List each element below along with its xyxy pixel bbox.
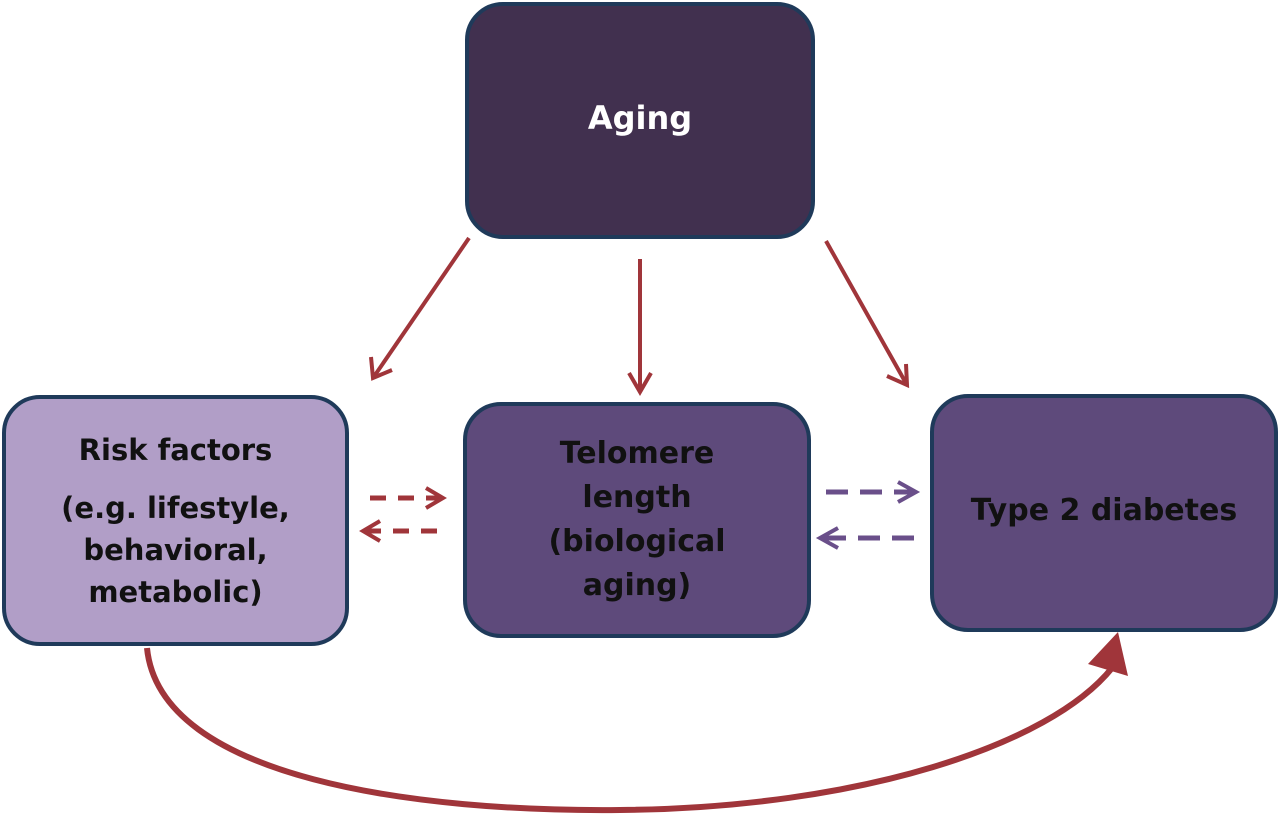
arrow-aging-to-risk-factors [369, 236, 471, 381]
node-aging-label: Aging [587, 98, 693, 137]
node-telomere-line: (biological [548, 524, 726, 559]
node-telomere-line: length [582, 480, 692, 515]
node-risk-factors-detail-line: metabolic) [88, 574, 263, 609]
dashed-arrow-telomere-to-risk [359, 519, 437, 543]
node-telomere-length: Telomere length (biological aging) [463, 402, 811, 638]
dashed-arrow-risk-to-telomere [370, 486, 447, 510]
node-risk-factors-detail-line: (e.g. lifestyle, [61, 490, 290, 525]
node-risk-factors: Risk factors (e.g. lifestyle, behavioral… [2, 395, 349, 646]
dashed-arrow-telomere-to-diabetes [826, 480, 921, 504]
curved-arrow-risk-to-diabetes [144, 632, 1128, 814]
node-type2-diabetes-label: Type 2 diabetes [970, 492, 1238, 528]
arrow-aging-to-telomere [627, 259, 653, 396]
arrow-aging-to-type2-diabetes [824, 240, 910, 389]
dashed-arrow-diabetes-to-telomere [815, 526, 914, 550]
node-telomere-line: Telomere [559, 436, 715, 471]
node-risk-factors-title: Risk factors [78, 432, 273, 467]
node-type2-diabetes: Type 2 diabetes [930, 394, 1278, 632]
node-aging: Aging [465, 2, 815, 239]
node-telomere-line: aging) [582, 568, 692, 603]
node-risk-factors-detail-line: behavioral, [83, 532, 268, 567]
